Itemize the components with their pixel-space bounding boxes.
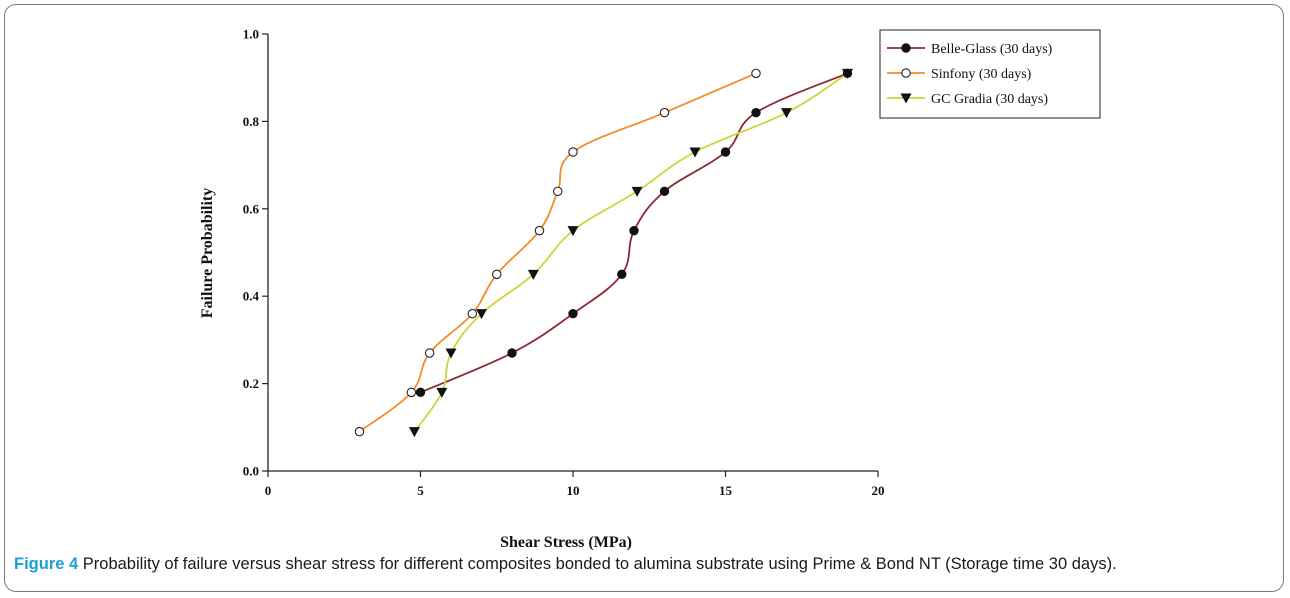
- legend-label: Belle-Glass (30 days): [931, 42, 1053, 57]
- data-point: [527, 269, 539, 280]
- data-point: [568, 308, 578, 319]
- series-lines: [358, 72, 848, 433]
- figure-label: Figure 4: [14, 555, 79, 573]
- legend-marker: [901, 43, 911, 53]
- data-point: [842, 68, 853, 79]
- y-tick-label: 1.0: [243, 27, 259, 42]
- data-point: [467, 308, 478, 319]
- data-point: [567, 226, 579, 237]
- series-line-2: [413, 72, 848, 433]
- data-point: [689, 147, 701, 158]
- data-point: [507, 348, 517, 358]
- data-point: [720, 147, 731, 157]
- x-tick-label: 5: [417, 483, 424, 498]
- x-tick-label: 15: [719, 483, 733, 498]
- data-point: [659, 186, 670, 197]
- series-markers: [354, 68, 853, 438]
- data-point: [445, 348, 457, 359]
- data-point: [534, 225, 545, 236]
- y-tick-label: 0.4: [243, 289, 260, 304]
- data-point: [408, 427, 420, 438]
- x-tick-label: 10: [567, 483, 580, 498]
- series-line-1: [358, 72, 757, 433]
- legend-label: Sinfony (30 days): [931, 67, 1032, 82]
- chart-legend: Belle-Glass (30 days) Sinfony (30 days) GC…: [879, 29, 1101, 119]
- figure-caption: Figure 4 Probability of failure versus s…: [14, 555, 1279, 574]
- y-tick-label: 0.8: [243, 114, 260, 129]
- y-tick-label: 0.6: [243, 201, 260, 216]
- data-point: [617, 269, 627, 280]
- data-point: [751, 68, 761, 79]
- data-point: [354, 426, 365, 437]
- chart-axes: [267, 34, 878, 472]
- x-tick-label: 0: [265, 483, 272, 498]
- data-point: [781, 108, 792, 119]
- data-point: [476, 309, 487, 320]
- y-tick-label: 0.2: [243, 376, 259, 391]
- data-point: [631, 186, 643, 197]
- data-point: [629, 225, 639, 236]
- y-tick-label: 0.0: [243, 464, 259, 479]
- legend-label: GC Gradia (30 days): [931, 92, 1048, 107]
- data-point: [552, 186, 563, 197]
- data-point: [751, 107, 761, 118]
- data-point: [659, 107, 670, 118]
- figure-caption-text: Probability of failure versus shear stre…: [82, 555, 1117, 573]
- x-tick-label: 20: [872, 483, 885, 498]
- data-point: [424, 348, 435, 358]
- legend-marker: [900, 93, 912, 104]
- data-point: [568, 147, 578, 157]
- y-axis-title: Failure Probability: [199, 188, 216, 319]
- data-point: [406, 387, 417, 398]
- x-axis-title: Shear Stress (MPa): [500, 534, 632, 551]
- chart-ticks: 0 5 10 15 20 0.0 0.2 0.4 0.6 0.8 1.0: [243, 27, 885, 499]
- data-point: [436, 387, 448, 398]
- legend-box: [879, 29, 1101, 119]
- data-point: [415, 387, 426, 398]
- legend-marker: [901, 68, 911, 78]
- data-point: [491, 269, 502, 280]
